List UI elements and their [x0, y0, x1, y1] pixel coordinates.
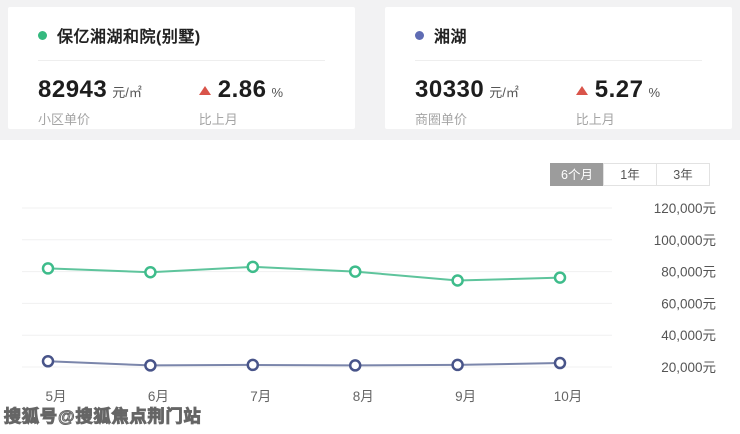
- data-point[interactable]: [451, 358, 464, 372]
- data-point[interactable]: [144, 359, 157, 372]
- tab-3-years[interactable]: 3年: [656, 163, 710, 186]
- y-tick-label: 120,000元: [654, 201, 716, 216]
- time-range-tabs: 6个月 1年 3年: [550, 163, 710, 186]
- x-tick-label: 7月: [250, 389, 271, 404]
- district-series-dot-icon: [415, 30, 424, 40]
- price-trend-chart: 20,000元 40,000元 60,000元 80,000元 100,000元 120,…: [22, 201, 716, 404]
- y-tick-label: 80,000元: [661, 265, 716, 280]
- district-change-unit: %: [648, 85, 660, 100]
- x-tick-label: 5月: [45, 389, 66, 404]
- community-change-unit: %: [271, 85, 283, 100]
- district-change-label: 比上月: [575, 112, 615, 127]
- price-trend-section: 6个月 1年 3年 20,000元 40,000元 60,000元 80,000元 10…: [0, 140, 740, 434]
- community-change-stat: 2.86 % 比上月: [198, 76, 283, 128]
- x-tick-label: 10月: [554, 389, 583, 404]
- card-divider: [415, 60, 702, 61]
- data-point[interactable]: [553, 271, 567, 284]
- x-tick-label: 6月: [148, 389, 169, 404]
- x-tick-label: 8月: [353, 389, 374, 404]
- district-legend: 湘湖: [415, 7, 702, 47]
- data-point[interactable]: [553, 356, 567, 370]
- district-name: 湘湖: [434, 29, 468, 46]
- community-price-label: 小区单价: [38, 112, 91, 127]
- community-price-value: 82943: [38, 76, 108, 103]
- community-change-value: 2.86: [217, 76, 267, 103]
- data-point[interactable]: [41, 262, 55, 275]
- district-change-stat: 5.27 % 比上月: [575, 76, 660, 128]
- community-price-stat: 82943 元/㎡ 小区单价: [38, 76, 199, 128]
- district-change-value: 5.27: [594, 76, 644, 103]
- district-price-label: 商圈单价: [415, 112, 468, 127]
- district-price-card: 湘湖 30330 元/㎡ 商圈单价 5.27 % 比上月: [385, 7, 732, 129]
- series-line: [47, 265, 561, 282]
- x-tick-label: 9月: [455, 389, 476, 404]
- data-point[interactable]: [246, 260, 260, 274]
- data-point[interactable]: [246, 358, 260, 372]
- arrow-up-icon: [198, 85, 211, 95]
- community-change-label: 比上月: [198, 112, 238, 127]
- tab-1-year[interactable]: 1年: [603, 163, 657, 186]
- community-price-unit: 元/㎡: [112, 85, 142, 100]
- community-series-dot-icon: [38, 30, 47, 40]
- watermark: 搜狐号@搜狐焦点荆门站: [4, 407, 202, 427]
- district-price-value: 30330: [415, 76, 485, 103]
- community-name: 保亿湘湖和院(别墅): [57, 29, 201, 46]
- community-price-card: 保亿湘湖和院(别墅) 82943 元/㎡ 小区单价 2.86 % 比上月: [8, 7, 355, 129]
- district-price-stat: 30330 元/㎡ 商圈单价: [415, 76, 576, 128]
- series-line: [47, 360, 561, 367]
- stats-banner: 保亿湘湖和院(别墅) 82943 元/㎡ 小区单价 2.86 % 比上月: [0, 0, 740, 140]
- community-legend: 保亿湘湖和院(别墅): [38, 7, 325, 47]
- district-price-unit: 元/㎡: [489, 85, 519, 100]
- data-point[interactable]: [348, 359, 362, 372]
- y-tick-label: 20,000元: [661, 360, 716, 375]
- data-point[interactable]: [144, 265, 157, 279]
- y-tick-label: 60,000元: [661, 296, 716, 311]
- data-point[interactable]: [348, 265, 362, 278]
- data-point[interactable]: [41, 355, 55, 368]
- y-tick-label: 100,000元: [654, 233, 716, 248]
- data-point[interactable]: [451, 274, 464, 287]
- arrow-up-icon: [575, 85, 588, 95]
- tab-6-months[interactable]: 6个月: [550, 163, 604, 186]
- card-divider: [38, 60, 325, 61]
- y-tick-label: 40,000元: [661, 328, 716, 343]
